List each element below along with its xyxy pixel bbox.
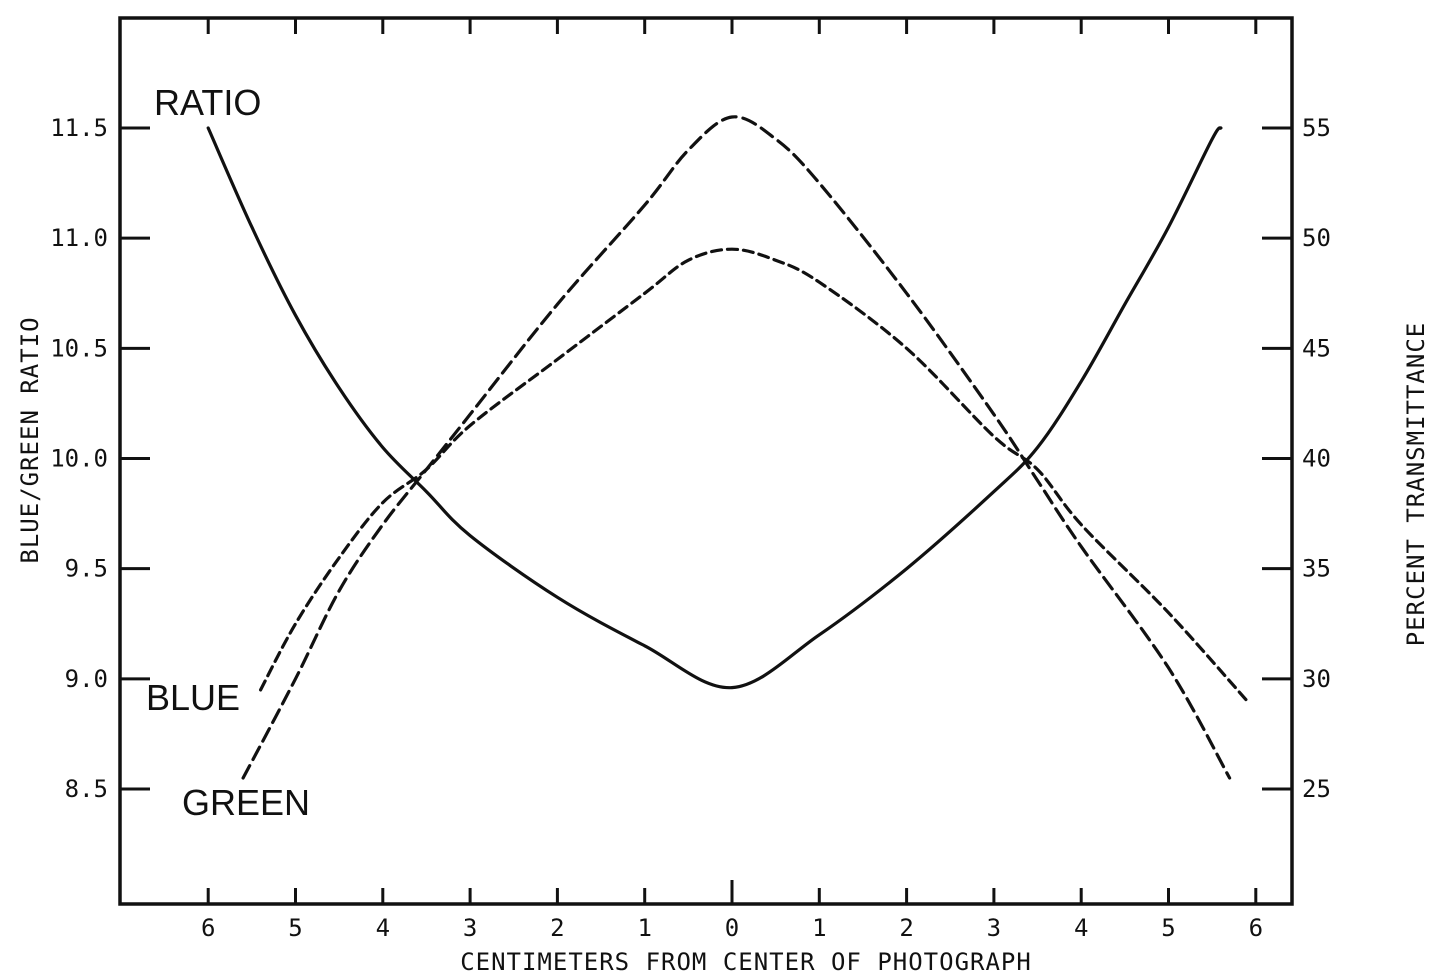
- x-tick-label: 0: [725, 914, 739, 942]
- y-left-tick-label: 11.5: [50, 114, 108, 142]
- x-axis-title: CENTIMETERS FROM CENTER OF PHOTOGRAPH: [460, 948, 1032, 976]
- x-axis-ticks: 6 5 4 3 2 1 0 1 2 3 4 5 6: [201, 18, 1263, 942]
- x-tick-label: 1: [812, 914, 826, 942]
- x-tick-label: 6: [1249, 914, 1263, 942]
- y-right-tick-label: 25: [1302, 775, 1331, 803]
- x-tick-label: 4: [1074, 914, 1088, 942]
- x-tick-label: 5: [288, 914, 302, 942]
- y-right-tick-label: 55: [1302, 114, 1331, 142]
- y-right-tick-label: 40: [1302, 445, 1331, 473]
- x-tick-label: 2: [550, 914, 564, 942]
- y-right-tick-label: 30: [1302, 665, 1331, 693]
- series-blue-line: [259, 247, 1249, 703]
- y-right-tick-label: 50: [1302, 224, 1331, 252]
- curves: [206, 115, 1249, 780]
- y-left-axis-title: BLUE/GREEN RATIO: [16, 316, 44, 563]
- y-axis-ticks: 8.5 9.0 9.5 10.0 10.5 11.0 11.5 25 30 35 40 45 50 55: [50, 114, 1331, 803]
- plot-frame: [118, 16, 1294, 906]
- y-left-tick-label: 9.5: [65, 555, 108, 583]
- series-ratio-label: RATIO: [154, 82, 261, 123]
- x-tick-label: 4: [376, 914, 390, 942]
- x-tick-label: 6: [201, 914, 215, 942]
- x-tick-label: 1: [637, 914, 651, 942]
- labels: CENTIMETERS FROM CENTER OF PHOTOGRAPH BLU…: [16, 82, 1430, 976]
- series-green-line: [241, 115, 1232, 780]
- x-tick-label: 2: [899, 914, 913, 942]
- y-left-tick-label: 10.5: [50, 334, 108, 362]
- x-tick-label: 3: [463, 914, 477, 942]
- x-tick-label: 3: [987, 914, 1001, 942]
- series-green-label: GREEN: [182, 782, 310, 823]
- x-tick-label: 5: [1161, 914, 1175, 942]
- y-right-axis-title: PERCENT TRANSMITTANCE: [1402, 322, 1430, 646]
- y-left-tick-label: 9.0: [65, 665, 108, 693]
- series-blue-label: BLUE: [146, 677, 240, 718]
- y-left-tick-label: 11.0: [50, 224, 108, 252]
- y-left-tick-label: 10.0: [50, 445, 108, 473]
- y-right-tick-label: 45: [1302, 334, 1331, 362]
- series-ratio-line: [206, 126, 1223, 690]
- y-right-tick-label: 35: [1302, 555, 1331, 583]
- y-left-tick-label: 8.5: [65, 775, 108, 803]
